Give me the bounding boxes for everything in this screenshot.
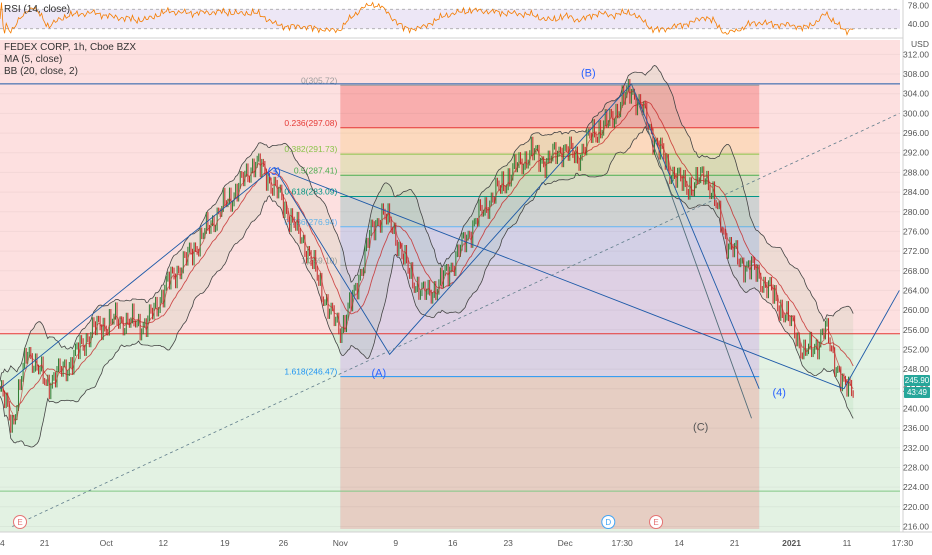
y-tick-3: 300.00 xyxy=(903,108,929,118)
y-tick-6: 288.00 xyxy=(903,167,929,177)
rsi-tick-1: 40.00 xyxy=(908,19,930,29)
fib-band-1 xyxy=(340,265,760,377)
fib-label-0.618: 0.618(283.09) xyxy=(284,187,337,197)
y-tick-9: 276.00 xyxy=(903,226,929,236)
fib-label-0.382: 0.382(291.73) xyxy=(284,144,337,154)
x-tick-3: 12 xyxy=(159,538,169,548)
x-tick-1: 21 xyxy=(40,538,50,548)
y-tick-13: 260.00 xyxy=(903,305,929,315)
fib-label-0: 0(305.72) xyxy=(301,75,338,85)
event-marker-label-0: E xyxy=(17,518,22,527)
x-tick-2: Oct xyxy=(100,538,114,548)
y-tick-15: 252.00 xyxy=(903,344,929,354)
countdown-badge: 43:49 xyxy=(904,387,930,398)
y-tick-14: 256.00 xyxy=(903,325,929,335)
bb-upper xyxy=(0,65,854,382)
y-tick-24: 216.00 xyxy=(903,521,929,531)
y-tick-5: 292.00 xyxy=(903,148,929,158)
trend-line-0 xyxy=(0,83,760,390)
y-tick-18: 240.00 xyxy=(903,403,929,413)
projection-line xyxy=(843,290,900,390)
countdown-value: 43:49 xyxy=(906,388,928,397)
y-tick-22: 224.00 xyxy=(903,482,929,492)
fib-label-0.5: 0.5(287.41) xyxy=(294,165,338,175)
y-tick-7: 284.00 xyxy=(903,187,929,197)
symbol-legend: FEDEX CORP, 1h, Cboe BZX MA (5, close) B… xyxy=(4,42,136,78)
bb-lower xyxy=(0,125,854,448)
trend-line-1 xyxy=(273,167,845,390)
rsi-legend: RSI (14, close) xyxy=(4,4,70,15)
last-price-value: 245.90 xyxy=(904,376,930,385)
y-tick-16: 248.00 xyxy=(903,364,929,374)
y-tick-21: 228.00 xyxy=(903,462,929,472)
wave-label-3: (C) xyxy=(693,422,708,434)
x-tick-10: Dec xyxy=(558,538,574,548)
x-tick-9: 23 xyxy=(503,538,513,548)
fib-band-0.5 xyxy=(340,175,760,197)
fib-label-0.786: 0.786(276.94) xyxy=(284,217,337,227)
price-axis xyxy=(903,0,932,550)
fib-band-below xyxy=(340,376,760,529)
bb-legend: BB (20, close, 2) xyxy=(4,66,78,77)
fib-label-1.618: 1.618(246.47) xyxy=(284,367,337,377)
y-tick-2: 304.00 xyxy=(903,89,929,99)
x-tick-12: 14 xyxy=(674,538,684,548)
time-axis xyxy=(0,532,932,550)
bb-basis xyxy=(0,100,854,408)
x-tick-6: Nov xyxy=(333,538,349,548)
ma-line xyxy=(0,90,854,422)
y-tick-12: 264.00 xyxy=(903,285,929,295)
y-tick-8: 280.00 xyxy=(903,207,929,217)
ma-legend: MA (5, close) xyxy=(4,54,63,65)
symbol-title: FEDEX CORP, 1h, Cboe BZX xyxy=(4,42,137,53)
y-tick-1: 308.00 xyxy=(903,69,929,79)
last-price-badge: 245.90 xyxy=(904,375,930,386)
fib-band-0.382 xyxy=(340,154,760,176)
y-tick-23: 220.00 xyxy=(903,502,929,512)
x-tick-11: 17:30 xyxy=(612,538,634,548)
x-tick-4: 19 xyxy=(220,538,230,548)
fib-band-0.236 xyxy=(340,127,760,155)
x-tick-7: 9 xyxy=(393,538,398,548)
event-marker-earnings-2[interactable] xyxy=(649,515,664,529)
x-tick-14: 2021 xyxy=(782,538,801,548)
event-marker-dividend-1[interactable] xyxy=(601,515,616,529)
bb-fill xyxy=(0,65,854,447)
wave-label-4: (4) xyxy=(773,387,786,399)
fib-label-0.236: 0.236(297.08) xyxy=(284,118,337,128)
wave-label-2: (B) xyxy=(581,68,596,80)
x-tick-8: 16 xyxy=(448,538,458,548)
wave-label-1: (A) xyxy=(372,367,387,379)
y-tick-4: 296.00 xyxy=(903,128,929,138)
y-tick-0: 312.00 xyxy=(903,49,929,59)
currency-label: USD xyxy=(911,39,929,49)
fib-label-1: 1(269.10) xyxy=(301,255,338,265)
rsi-line xyxy=(0,1,854,36)
dashed-channel-line xyxy=(12,113,900,527)
rsi-tick-0: 78.00 xyxy=(908,0,930,10)
x-tick-0: 14 xyxy=(0,538,5,548)
rsi-band xyxy=(0,9,900,29)
event-marker-earnings-0[interactable] xyxy=(13,515,28,529)
y-tick-19: 236.00 xyxy=(903,423,929,433)
x-tick-15: 11 xyxy=(843,538,852,548)
fib-band-0 xyxy=(340,85,760,128)
rsi-legend-label: RSI (14, close) xyxy=(4,4,71,15)
wave-label-0: (3) xyxy=(267,166,280,178)
event-marker-label-1: D xyxy=(605,518,611,527)
y-tick-10: 272.00 xyxy=(903,246,929,256)
y-tick-11: 268.00 xyxy=(903,266,929,276)
x-tick-16: 17:30 xyxy=(892,538,914,548)
trend-line-2 xyxy=(630,83,752,419)
x-tick-5: 26 xyxy=(279,538,289,548)
x-tick-13: 21 xyxy=(730,538,740,548)
event-marker-label-2: E xyxy=(653,518,658,527)
y-tick-20: 232.00 xyxy=(903,443,929,453)
